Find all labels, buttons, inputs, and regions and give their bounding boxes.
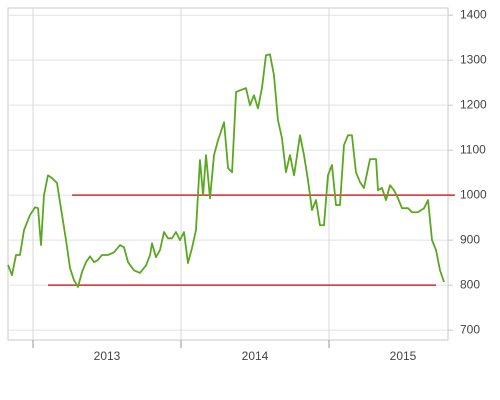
y-tick-label: 900	[460, 232, 480, 246]
y-tick-label: 700	[460, 322, 480, 336]
x-tick-label: 2014	[242, 349, 269, 363]
y-tick-label: 1400	[460, 7, 487, 21]
y-tick-label: 1300	[460, 52, 487, 66]
plot-frame	[7, 7, 449, 341]
x-tick-label: 2013	[94, 349, 121, 363]
y-tick-label: 1100	[460, 142, 486, 156]
y-tick-label: 800	[460, 277, 480, 291]
line-series	[7, 53, 445, 288]
x-tick-label: 2015	[390, 349, 417, 363]
y-tick-label: 1200	[460, 97, 487, 111]
y-tick-label: 1000	[460, 187, 487, 201]
